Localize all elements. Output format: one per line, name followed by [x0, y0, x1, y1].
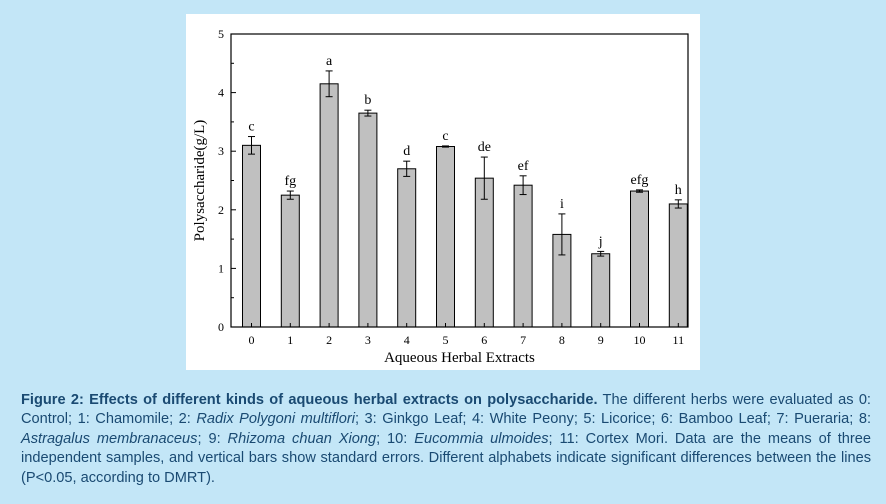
x-tick-label: 11: [673, 333, 685, 347]
x-tick-label: 5: [443, 333, 449, 347]
bar: [668, 203, 688, 328]
significance-letter: a: [326, 54, 333, 69]
bar: [513, 184, 533, 328]
x-tick-label: 1: [287, 333, 293, 347]
bar: [436, 146, 455, 328]
caption-text: ; 11: Cortex Mori. Data are the means of…: [21, 430, 871, 486]
x-tick-label: 8: [559, 333, 565, 347]
significance-letter: j: [598, 234, 603, 249]
y-tick-label: 2: [218, 203, 224, 217]
x-tick-label: 10: [634, 333, 646, 347]
caption-italic-text: Astragalus membranaceus: [21, 430, 198, 447]
significance-letter: efg: [631, 173, 649, 188]
caption-label: Figure 2: Effects of different kinds of …: [21, 392, 598, 408]
caption-text: ; 3: Ginkgo Leaf; 4: White Peony; 5: Lic…: [354, 411, 871, 428]
bar: [358, 112, 378, 328]
caption-text: The different herbs were evaluated as 0:…: [21, 392, 871, 428]
bar-chart: c 0 fg 1 a 2 b 3 d 4 c 5 de 6 ef 7 i 8 j 9 efg 10 h 11 0 1 2 3 4 5 Aqu…: [192, 27, 689, 366]
caption-text: ; 10:: [376, 430, 415, 447]
y-tick-label: 1: [218, 261, 224, 275]
y-tick-label: 3: [218, 144, 224, 158]
y-tick-label: 4: [218, 86, 224, 100]
caption-body: The different herbs were evaluated as 0:…: [21, 392, 871, 486]
x-tick-label: 9: [598, 333, 604, 347]
x-axis-label: Aqueous Herbal Extracts: [384, 350, 535, 366]
significance-letter: h: [675, 183, 682, 198]
x-tick-label: 2: [326, 333, 332, 347]
y-tick-label: 5: [218, 27, 224, 41]
plot-frame: [230, 33, 689, 328]
caption-text: ; 9:: [197, 430, 228, 447]
caption-italic-text: Rhizoma chuan Xiong: [227, 430, 377, 447]
x-tick-label: 3: [365, 333, 371, 347]
significance-letter: fg: [284, 174, 296, 189]
y-axis-label: Polysaccharide(g/L): [192, 120, 208, 242]
significance-letter: de: [478, 140, 491, 155]
caption-italic-text: Eucommia ulmoides: [414, 430, 549, 447]
caption-italic-text: Radix Polygoni multiflori: [196, 411, 355, 428]
x-tick-label: 0: [249, 333, 255, 347]
bar: [319, 83, 339, 328]
significance-letter: c: [248, 120, 254, 135]
significance-letter: c: [442, 129, 448, 144]
significance-letter: d: [403, 144, 410, 159]
figure-caption: Figure 2: Effects of different kinds of …: [21, 391, 871, 488]
bar: [591, 253, 611, 328]
bar: [280, 194, 300, 328]
significance-letter: b: [364, 93, 371, 108]
y-tick-label: 0: [218, 320, 224, 334]
chart-panel: c 0 fg 1 a 2 b 3 d 4 c 5 de 6 ef 7 i 8 j 9 efg 10 h 11 0 1 2 3 4 5 Aqu…: [186, 14, 700, 370]
bar: [474, 177, 494, 328]
x-tick-label: 7: [520, 333, 526, 347]
x-tick-label: 4: [404, 333, 410, 347]
bar: [242, 144, 261, 328]
bar: [630, 190, 649, 328]
significance-letter: i: [560, 197, 564, 212]
significance-letter: ef: [518, 159, 529, 174]
bar: [397, 168, 417, 328]
x-tick-label: 6: [481, 333, 487, 347]
